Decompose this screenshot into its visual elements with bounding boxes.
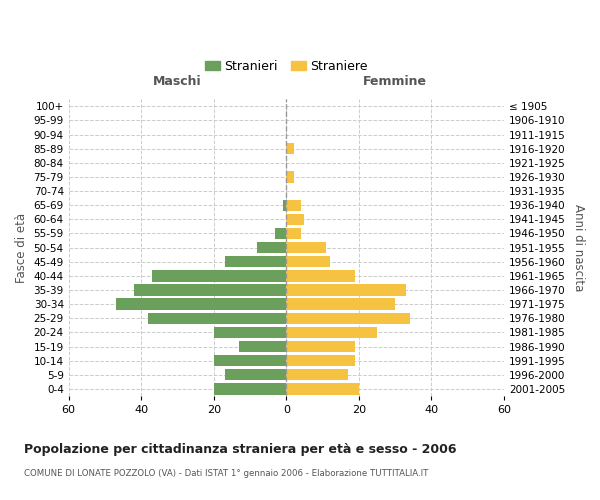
Bar xyxy=(214,326,286,338)
Text: Femmine: Femmine xyxy=(363,75,427,88)
Bar xyxy=(116,298,286,310)
Bar xyxy=(286,214,304,225)
Bar xyxy=(286,172,293,182)
Bar xyxy=(239,341,286,352)
Bar xyxy=(257,242,286,253)
Bar xyxy=(286,284,406,296)
Bar xyxy=(214,384,286,394)
Bar xyxy=(275,228,286,239)
Y-axis label: Fasce di età: Fasce di età xyxy=(15,212,28,282)
Text: Maschi: Maschi xyxy=(153,75,202,88)
Bar xyxy=(224,369,286,380)
Bar xyxy=(214,355,286,366)
Text: COMUNE DI LONATE POZZOLO (VA) - Dati ISTAT 1° gennaio 2006 - Elaborazione TUTTIT: COMUNE DI LONATE POZZOLO (VA) - Dati IST… xyxy=(24,469,428,478)
Bar xyxy=(283,200,286,211)
Bar xyxy=(286,384,359,394)
Text: Popolazione per cittadinanza straniera per età e sesso - 2006: Popolazione per cittadinanza straniera p… xyxy=(24,442,457,456)
Bar xyxy=(286,341,355,352)
Legend: Stranieri, Straniere: Stranieri, Straniere xyxy=(200,55,373,78)
Bar xyxy=(286,312,410,324)
Bar xyxy=(134,284,286,296)
Bar xyxy=(286,256,330,268)
Bar xyxy=(286,326,377,338)
Bar xyxy=(286,355,355,366)
Bar xyxy=(224,256,286,268)
Bar xyxy=(286,270,355,281)
Bar xyxy=(286,200,301,211)
Bar xyxy=(286,298,395,310)
Bar xyxy=(152,270,286,281)
Bar xyxy=(148,312,286,324)
Bar xyxy=(286,228,301,239)
Bar xyxy=(286,242,326,253)
Y-axis label: Anni di nascita: Anni di nascita xyxy=(572,204,585,292)
Bar xyxy=(286,143,293,154)
Bar xyxy=(286,369,348,380)
